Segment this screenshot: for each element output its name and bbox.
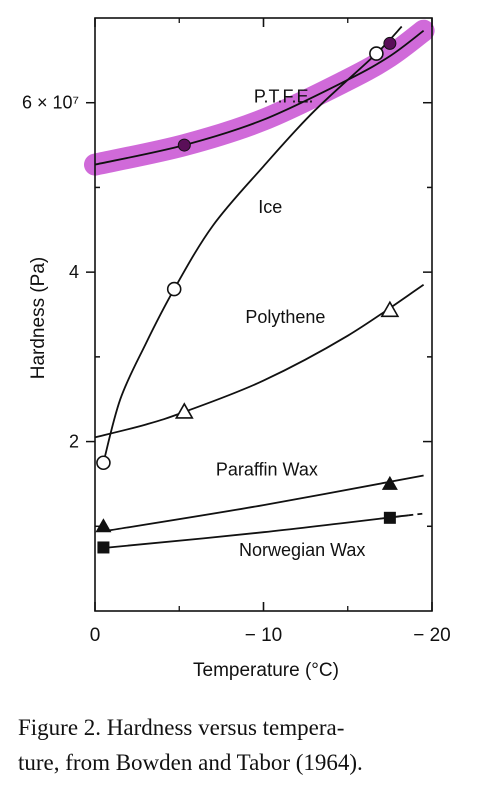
norwegian-wax-curve: [108, 514, 409, 549]
ice-curve: [102, 25, 403, 464]
polythene-curve: [94, 284, 425, 439]
y-tick-label-0: 2: [69, 432, 79, 452]
y-tick-label-2: 6 × 10⁷: [22, 93, 79, 113]
label-p-t-f-e: P.T.F.E.: [254, 87, 314, 107]
p-t-f-e-point-2: [383, 36, 397, 50]
norwegian-wax-point-2: [383, 511, 396, 524]
x-tick-label-2: − 20: [413, 625, 451, 646]
x-tick-label-0: 0: [90, 625, 101, 646]
marker-layer: [95, 36, 400, 554]
tick-layer: 0 − 10 − 20 2 4 6 × 10⁷: [22, 18, 451, 646]
x-axis-title: Temperature (°C): [193, 660, 339, 681]
label-layer: P.T.F.E. Ice Polythene Paraffin Wax Norwegia…: [216, 87, 366, 560]
paraffin-wax-point-2: [381, 475, 398, 490]
figure-caption: Figure 2. Hardness versus tempera- ture,…: [18, 710, 478, 780]
caption-line-1: Figure 2. Hardness versus tempera-: [18, 715, 345, 740]
label-ice: Ice: [258, 197, 282, 217]
label-polythene: Polythene: [245, 307, 325, 327]
p-t-f-e-curve: [94, 29, 425, 166]
paraffin-wax-point-1: [95, 518, 112, 533]
norwegian-wax-point-1: [97, 541, 110, 554]
curve-layer: [94, 25, 425, 549]
p-t-f-e-point-1: [177, 138, 191, 152]
ice-point-2: [166, 281, 182, 297]
ice-point-1: [96, 455, 111, 471]
x-tick-label-1: − 10: [245, 625, 283, 646]
norwegian-wax-curve-dashed-end: [408, 512, 424, 517]
polythene-point-1: [174, 402, 194, 419]
paraffin-wax-curve: [108, 474, 424, 532]
y-axis-title: Hardness (Pa): [28, 257, 49, 380]
polythene-point-2: [380, 300, 400, 318]
label-paraffin-wax: Paraffin Wax: [216, 459, 318, 479]
y-tick-label-1: 4: [69, 262, 79, 282]
caption-line-2: ture, from Bowden and Tabor (1964).: [18, 750, 363, 775]
ice-point-3: [369, 46, 384, 61]
label-norwegian-wax: Norwegian Wax: [239, 540, 365, 560]
